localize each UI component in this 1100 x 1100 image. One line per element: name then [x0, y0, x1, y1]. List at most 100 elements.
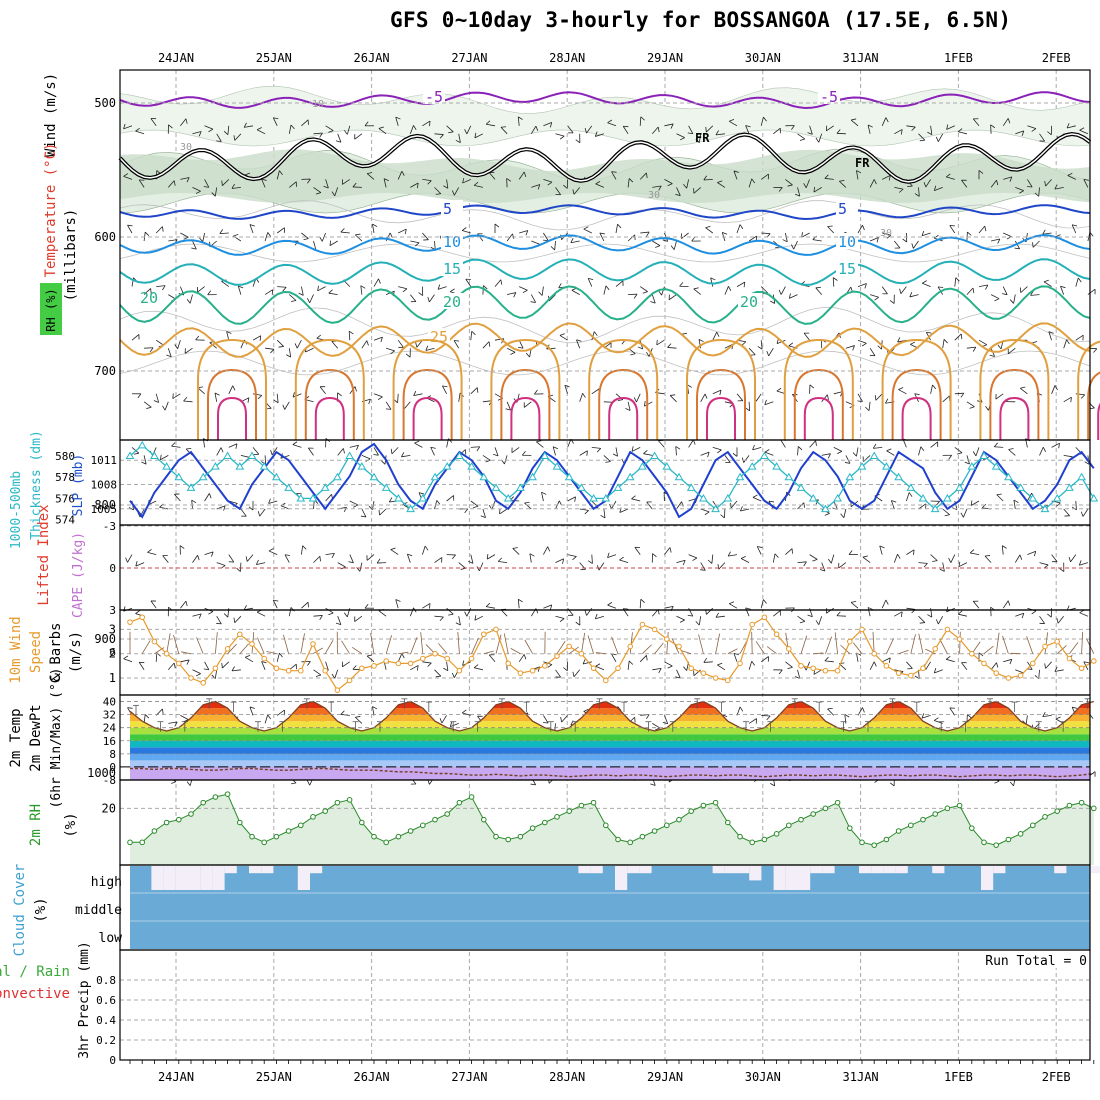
wind-barb — [276, 652, 280, 662]
wind-barb — [1015, 612, 1024, 617]
wind-barb — [960, 333, 963, 340]
wind-barb — [422, 179, 432, 182]
wind-barb — [630, 353, 636, 356]
wind-barb — [160, 455, 169, 461]
wind-barb — [1020, 387, 1028, 395]
isotherm-label: 20 — [740, 293, 758, 311]
warm-isotherm-lobe — [588, 338, 659, 440]
thickness-point — [674, 472, 684, 481]
wind-barb — [598, 562, 605, 571]
wind-barb — [354, 133, 363, 140]
wind-speed-point — [603, 677, 609, 684]
wind-barb-10m — [1002, 635, 1009, 654]
wind-barb — [180, 118, 187, 127]
wind-barb — [670, 245, 675, 250]
wind-barb — [373, 336, 383, 341]
wind-barb — [826, 394, 829, 400]
wind-barb-10m — [410, 636, 418, 654]
wind-barb — [352, 182, 357, 188]
wind-barb — [228, 385, 234, 394]
thickness-point — [333, 472, 342, 481]
wind-barb — [162, 405, 166, 411]
wind-barb — [772, 553, 776, 563]
wind-barb — [525, 230, 529, 236]
wind-barb — [1066, 123, 1070, 129]
wind-barb — [355, 716, 361, 718]
wind-barb — [686, 179, 689, 189]
wind-barb — [356, 445, 359, 451]
wind-barb — [966, 455, 970, 465]
wind-barb — [252, 393, 262, 396]
wind-barb — [1080, 394, 1086, 399]
wind-barb — [921, 232, 931, 237]
cloud-gap-bar — [163, 866, 176, 890]
bottom-date-label: 31JAN — [843, 1070, 879, 1084]
wind-barb — [739, 224, 744, 230]
wind-barb — [819, 569, 826, 572]
precip-tick-label: 0.8 — [96, 974, 116, 987]
wind-barb — [493, 453, 499, 457]
wind-barb — [1047, 613, 1052, 618]
wind-speed-point — [224, 646, 231, 652]
wind-barb — [675, 194, 681, 196]
pressure-axis-label: (millibars) — [63, 209, 79, 302]
wind-barb — [821, 562, 826, 572]
wind-barb — [256, 562, 266, 566]
wind-barb — [996, 180, 999, 186]
wind-barb-10m — [629, 632, 633, 654]
wind-barb — [1042, 232, 1052, 235]
precip-convective-label: Convective — [0, 986, 70, 1002]
wind-barb — [150, 600, 157, 609]
cloud-gap-bar — [261, 866, 274, 874]
wind-barb — [543, 546, 548, 555]
wind-barb — [662, 239, 668, 242]
thickness-point — [686, 483, 696, 491]
wind-barb — [143, 455, 147, 465]
wind-barb — [637, 346, 643, 350]
wind-barb — [133, 452, 139, 455]
wind-barb — [607, 552, 610, 558]
wind-barb — [832, 277, 835, 287]
wind-barb — [1093, 348, 1098, 353]
wind-barb — [639, 172, 647, 180]
wind-barb — [313, 669, 322, 676]
warm-isotherm-lobe — [783, 338, 854, 440]
wind-barb — [525, 352, 530, 358]
thickness-point — [552, 462, 562, 470]
rh-point — [590, 799, 597, 806]
wind-barb — [156, 285, 166, 287]
wind-barb — [506, 401, 511, 411]
wind-barb — [570, 240, 580, 244]
wind-barb — [844, 462, 851, 464]
wind-speed-point — [322, 667, 329, 674]
wind-barb — [640, 116, 645, 121]
rh-point — [407, 828, 414, 834]
wind-barb — [682, 560, 686, 566]
top-date-label: 27JAN — [451, 51, 487, 65]
bottom-date-label: 1FEB — [944, 1070, 973, 1084]
wind-barb — [971, 500, 980, 506]
wind-barb — [906, 492, 910, 502]
cloud-gap-bar — [798, 866, 811, 890]
rh-point — [578, 802, 585, 809]
cloud-unit-label: (%) — [33, 897, 49, 922]
wind-barb — [366, 173, 375, 180]
wind-barb — [958, 131, 967, 135]
wind-barb — [1066, 125, 1076, 129]
wind-barb — [676, 187, 681, 196]
temp-color-band — [130, 734, 1090, 741]
wind-barb — [547, 181, 553, 186]
wind-barb — [504, 455, 508, 465]
cloud-level-label: middle — [75, 903, 122, 918]
wind-barb — [717, 664, 726, 671]
wind-barb — [911, 243, 914, 249]
thickness-point — [406, 504, 415, 513]
wind-barb — [567, 554, 577, 557]
wind-barb-10m — [925, 648, 936, 655]
wind-barb — [843, 508, 847, 518]
wind-barb — [644, 401, 646, 407]
wind-barb — [276, 227, 285, 234]
precip-tick-label: 0.4 — [96, 1014, 116, 1027]
wind-barb — [693, 288, 701, 295]
temp-color-band — [130, 747, 1090, 754]
